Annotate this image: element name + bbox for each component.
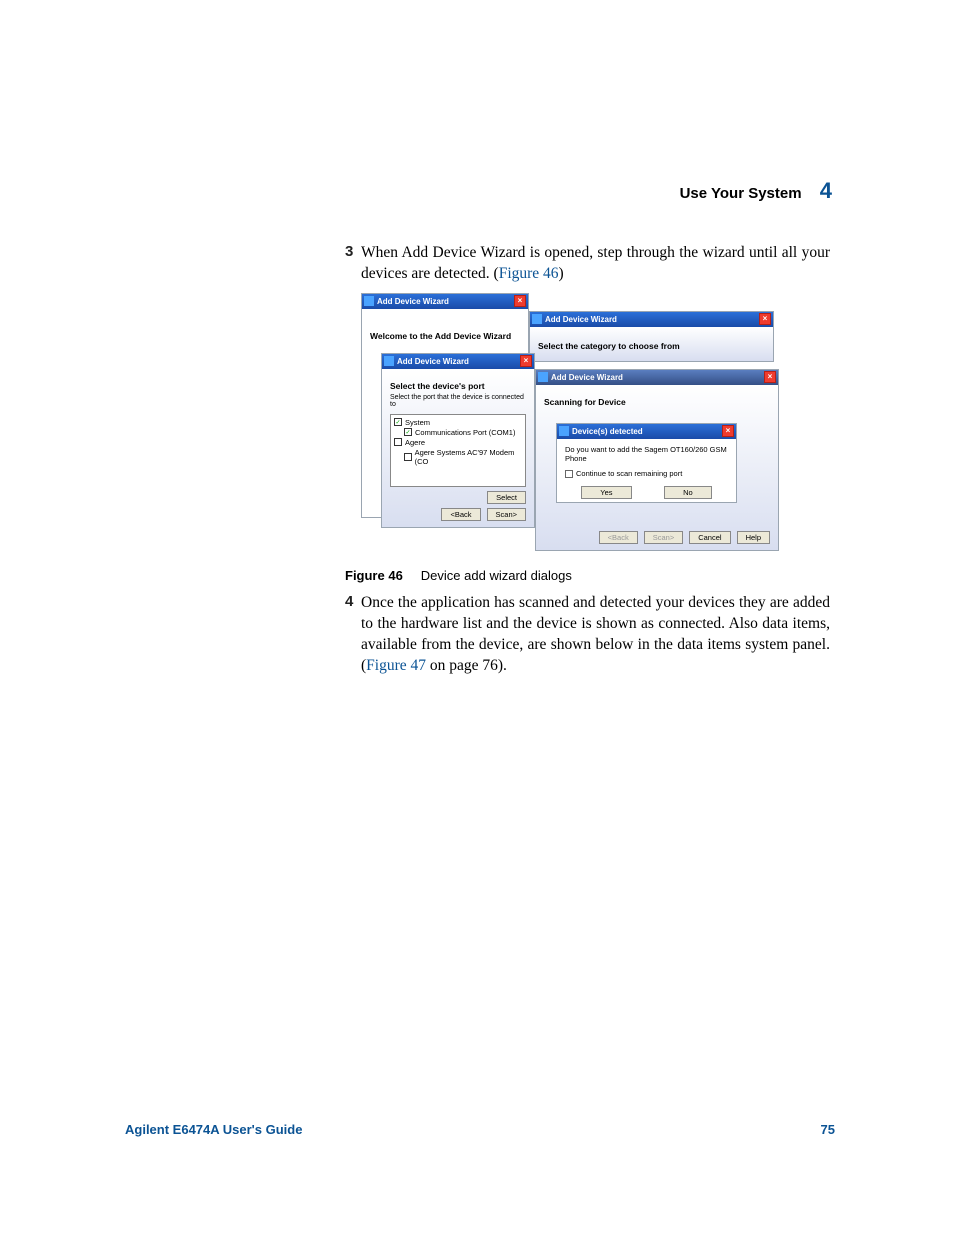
app-icon	[538, 372, 548, 382]
tree-item-system[interactable]: System	[394, 418, 522, 427]
wizard-window-port: Add Device Wizard × Select the device's …	[381, 353, 535, 528]
titlebar: Add Device Wizard ×	[536, 370, 778, 385]
tree-item-agere-modem[interactable]: Agere Systems AC'97 Modem (CO	[394, 448, 522, 466]
yes-button[interactable]: Yes	[581, 486, 631, 499]
close-icon[interactable]: ×	[514, 295, 526, 307]
window-body: Do you want to add the Sagem OT160/260 G…	[557, 439, 736, 502]
tree-item-com1[interactable]: Communications Port (COM1)	[394, 428, 522, 437]
welcome-heading: Welcome to the Add Device Wizard	[370, 331, 520, 341]
titlebar: Add Device Wizard ×	[530, 312, 773, 327]
checkbox-icon[interactable]	[394, 418, 402, 426]
back-button: <Back	[599, 531, 638, 544]
close-icon[interactable]: ×	[764, 371, 776, 383]
port-subtext: Select the port that the device is conne…	[390, 394, 526, 408]
footer-guide-title: Agilent E6474A User's Guide	[125, 1122, 302, 1137]
category-heading: Select the category to choose from	[538, 341, 765, 351]
step-text: Once the application has scanned and det…	[361, 593, 830, 677]
content-area: 3 When Add Device Wizard is opened, step…	[345, 243, 830, 683]
app-icon	[559, 426, 569, 436]
section-number: 4	[820, 178, 832, 203]
figure-46-block: Add Device Wizard × Welcome to the Add D…	[345, 293, 830, 583]
section-name: Use Your System	[680, 185, 802, 202]
dialog-screenshots: Add Device Wizard × Welcome to the Add D…	[361, 293, 801, 558]
step-number: 4	[345, 593, 361, 610]
close-icon[interactable]: ×	[759, 313, 771, 325]
checkbox-icon[interactable]	[404, 428, 412, 436]
port-tree[interactable]: System Communications Port (COM1) Agere …	[390, 414, 526, 487]
device-detected-dialog: Device(s) detected × Do you want to add …	[556, 423, 737, 503]
back-button[interactable]: <Back	[441, 508, 480, 521]
app-icon	[384, 356, 394, 366]
figure-caption: Figure 46 Device add wizard dialogs	[345, 568, 830, 583]
continue-scan-option[interactable]: Continue to scan remaining port	[565, 469, 728, 478]
app-icon	[364, 296, 374, 306]
close-icon[interactable]: ×	[722, 425, 734, 437]
figure-reference-link[interactable]: Figure 46	[499, 265, 559, 282]
app-icon	[532, 314, 542, 324]
cancel-button[interactable]: Cancel	[689, 531, 730, 544]
titlebar: Add Device Wizard ×	[362, 294, 528, 309]
close-icon[interactable]: ×	[520, 355, 532, 367]
scan-button[interactable]: Scan>	[487, 508, 526, 521]
step-3: 3 When Add Device Wizard is opened, step…	[345, 243, 830, 285]
checkbox-icon[interactable]	[404, 453, 412, 461]
page-header: Use Your System 4	[680, 178, 832, 204]
page-footer: Agilent E6474A User's Guide 75	[125, 1122, 835, 1137]
window-body: Select the device's port Select the port…	[382, 369, 534, 527]
wizard-window-category: Add Device Wizard × Select the category …	[529, 311, 774, 362]
scan-button: Scan>	[644, 531, 683, 544]
titlebar: Add Device Wizard ×	[382, 354, 534, 369]
confirm-text: Do you want to add the Sagem OT160/260 G…	[565, 445, 728, 463]
step-number: 3	[345, 243, 361, 260]
step-text: When Add Device Wizard is opened, step t…	[361, 243, 830, 285]
port-heading: Select the device's port	[390, 381, 526, 391]
checkbox-icon[interactable]	[565, 470, 573, 478]
figure-caption-text: Device add wizard dialogs	[421, 568, 572, 583]
no-button[interactable]: No	[664, 486, 712, 499]
step-4: 4 Once the application has scanned and d…	[345, 593, 830, 677]
footer-page-number: 75	[821, 1122, 835, 1137]
figure-reference-link[interactable]: Figure 47	[366, 657, 426, 674]
figure-label: Figure 46	[345, 568, 403, 583]
select-button[interactable]: Select	[487, 491, 526, 504]
titlebar: Device(s) detected ×	[557, 424, 736, 439]
scanning-heading: Scanning for Device	[544, 397, 770, 407]
help-button[interactable]: Help	[737, 531, 770, 544]
window-body: Select the category to choose from	[530, 327, 773, 361]
checkbox-icon[interactable]	[394, 438, 402, 446]
tree-item-agere[interactable]: Agere	[394, 438, 522, 447]
